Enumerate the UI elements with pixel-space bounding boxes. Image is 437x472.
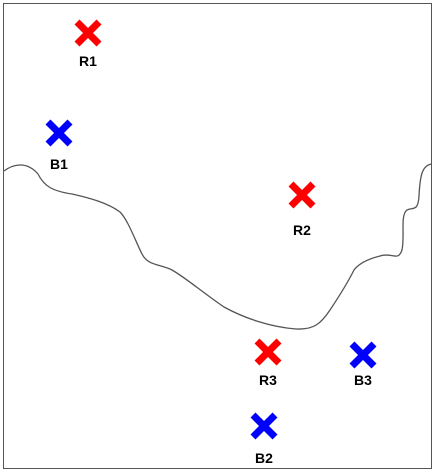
marker-r2: R2 [288, 181, 316, 238]
marker-label-b1: B1 [50, 156, 68, 172]
marker-b3: B3 [349, 341, 377, 388]
marker-label-b2: B2 [255, 450, 273, 466]
marker-r1: R1 [74, 19, 102, 69]
blue-x-icon [349, 341, 377, 369]
marker-label-r2: R2 [293, 222, 311, 238]
blue-x-icon [250, 412, 278, 440]
marker-label-r1: R1 [79, 53, 97, 69]
marker-label-r3: R3 [259, 372, 277, 388]
marker-label-b3: B3 [354, 372, 372, 388]
red-x-icon [74, 19, 102, 47]
marker-b2: B2 [250, 412, 278, 466]
boundary-curve [3, 163, 433, 330]
diagram-frame [3, 3, 432, 469]
blue-x-icon [45, 119, 73, 147]
red-x-icon [288, 181, 316, 209]
red-x-icon [254, 338, 282, 366]
marker-r3: R3 [254, 338, 282, 388]
marker-b1: B1 [45, 119, 73, 172]
